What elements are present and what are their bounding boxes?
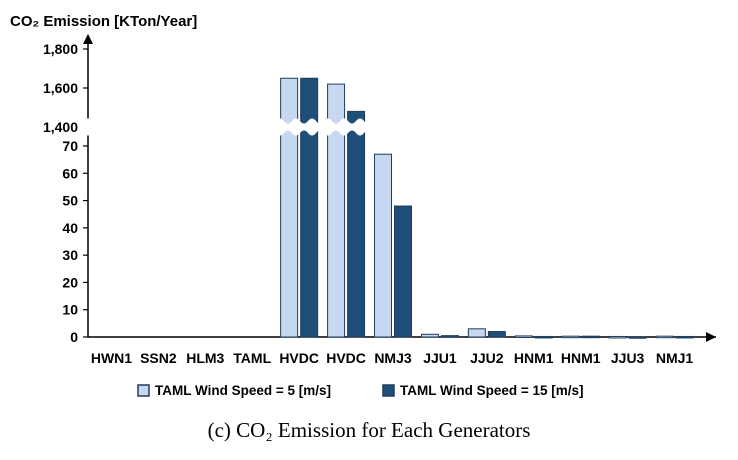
y-axis-label: CO₂ Emission [KTon/Year]	[10, 13, 197, 30]
bar-wind15-jju2	[487, 331, 506, 338]
x-tick-label: SSN2	[140, 350, 177, 366]
bar-wind5-jju3	[608, 335, 627, 339]
legend-swatch-wind15	[382, 384, 395, 397]
y-tick-label: 50	[62, 193, 78, 209]
bar-wind15-hnm1	[534, 335, 553, 339]
y-tick-label: 1,400	[43, 119, 78, 135]
bar-wind15-hnm1	[581, 335, 600, 339]
y-tick-label: 60	[62, 165, 78, 181]
y-tick-label: 1,600	[43, 80, 78, 96]
bar-wind5-jju2	[467, 328, 486, 338]
x-tick-label: JJU2	[470, 350, 504, 366]
bar-wind15-hvdc	[300, 77, 319, 338]
co2-emission-chart: CO₂ Emission [KTon/Year] 0 10 20 30 40 50 60 70…	[10, 13, 716, 398]
figure-caption: (c) CO₂ Emission for Each Generators	[207, 418, 531, 442]
y-tick-label: 1,800	[43, 41, 78, 57]
x-tick-label: NMJ1	[656, 350, 694, 366]
y-tick-label: 20	[62, 274, 78, 290]
bar-wind15-hvdc	[347, 110, 366, 338]
x-tick-label: HLM3	[186, 350, 224, 366]
y-ticks: 0 10 20 30 40 50 60 70 1,400 1,600 1,800	[43, 41, 88, 345]
bar-wind5-jju1	[420, 333, 439, 338]
bar-wind15-jju1	[440, 335, 459, 338]
bar-wind15-nmj3	[394, 205, 412, 338]
x-tick-label: TAML	[233, 350, 271, 366]
legend-swatch-wind5	[137, 384, 150, 397]
x-tick-label: HNM1	[514, 350, 554, 366]
x-tick-label: HVDC	[326, 350, 366, 366]
x-axis-arrow	[706, 332, 716, 342]
y-tick-label: 10	[62, 302, 78, 318]
x-tick-label: HWN1	[91, 350, 132, 366]
bar-wind5-hnm1	[514, 335, 533, 338]
x-tick-label: JJU3	[611, 350, 645, 366]
legend: TAML Wind Speed = 5 [m/s] TAML Wind Speed…	[137, 383, 584, 398]
bar-wind15-nmj1	[675, 335, 694, 339]
y-tick-label: 0	[70, 329, 78, 345]
bar-wind15-jju3	[628, 336, 647, 339]
y-tick-label: 70	[62, 138, 78, 154]
bar-wind5-nmj3	[374, 153, 392, 338]
x-tick-label: NMJ3	[374, 350, 412, 366]
x-tick-label: JJU1	[423, 350, 457, 366]
bar-wind5-hvdc	[327, 83, 346, 338]
x-tick-label: HVDC	[279, 350, 319, 366]
bar-wind5-hnm1	[561, 335, 580, 339]
x-ticks: HWN1 SSN2 HLM3 TAML HVDC HVDC NMJ3 JJU1 JJU2 HNM1…	[91, 350, 694, 366]
bar-wind5-hvdc	[280, 77, 299, 338]
y-tick-label: 30	[62, 247, 78, 263]
y-axis-arrow	[83, 34, 93, 44]
axis-break	[76, 118, 388, 136]
legend-label-wind15: TAML Wind Speed = 15 [m/s]	[400, 383, 584, 398]
y-tick-label: 40	[62, 220, 78, 236]
bar-wind5-nmj1	[655, 335, 674, 339]
x-tick-label: HNM1	[561, 350, 601, 366]
legend-label-wind5: TAML Wind Speed = 5 [m/s]	[155, 383, 331, 398]
bars	[76, 77, 694, 339]
